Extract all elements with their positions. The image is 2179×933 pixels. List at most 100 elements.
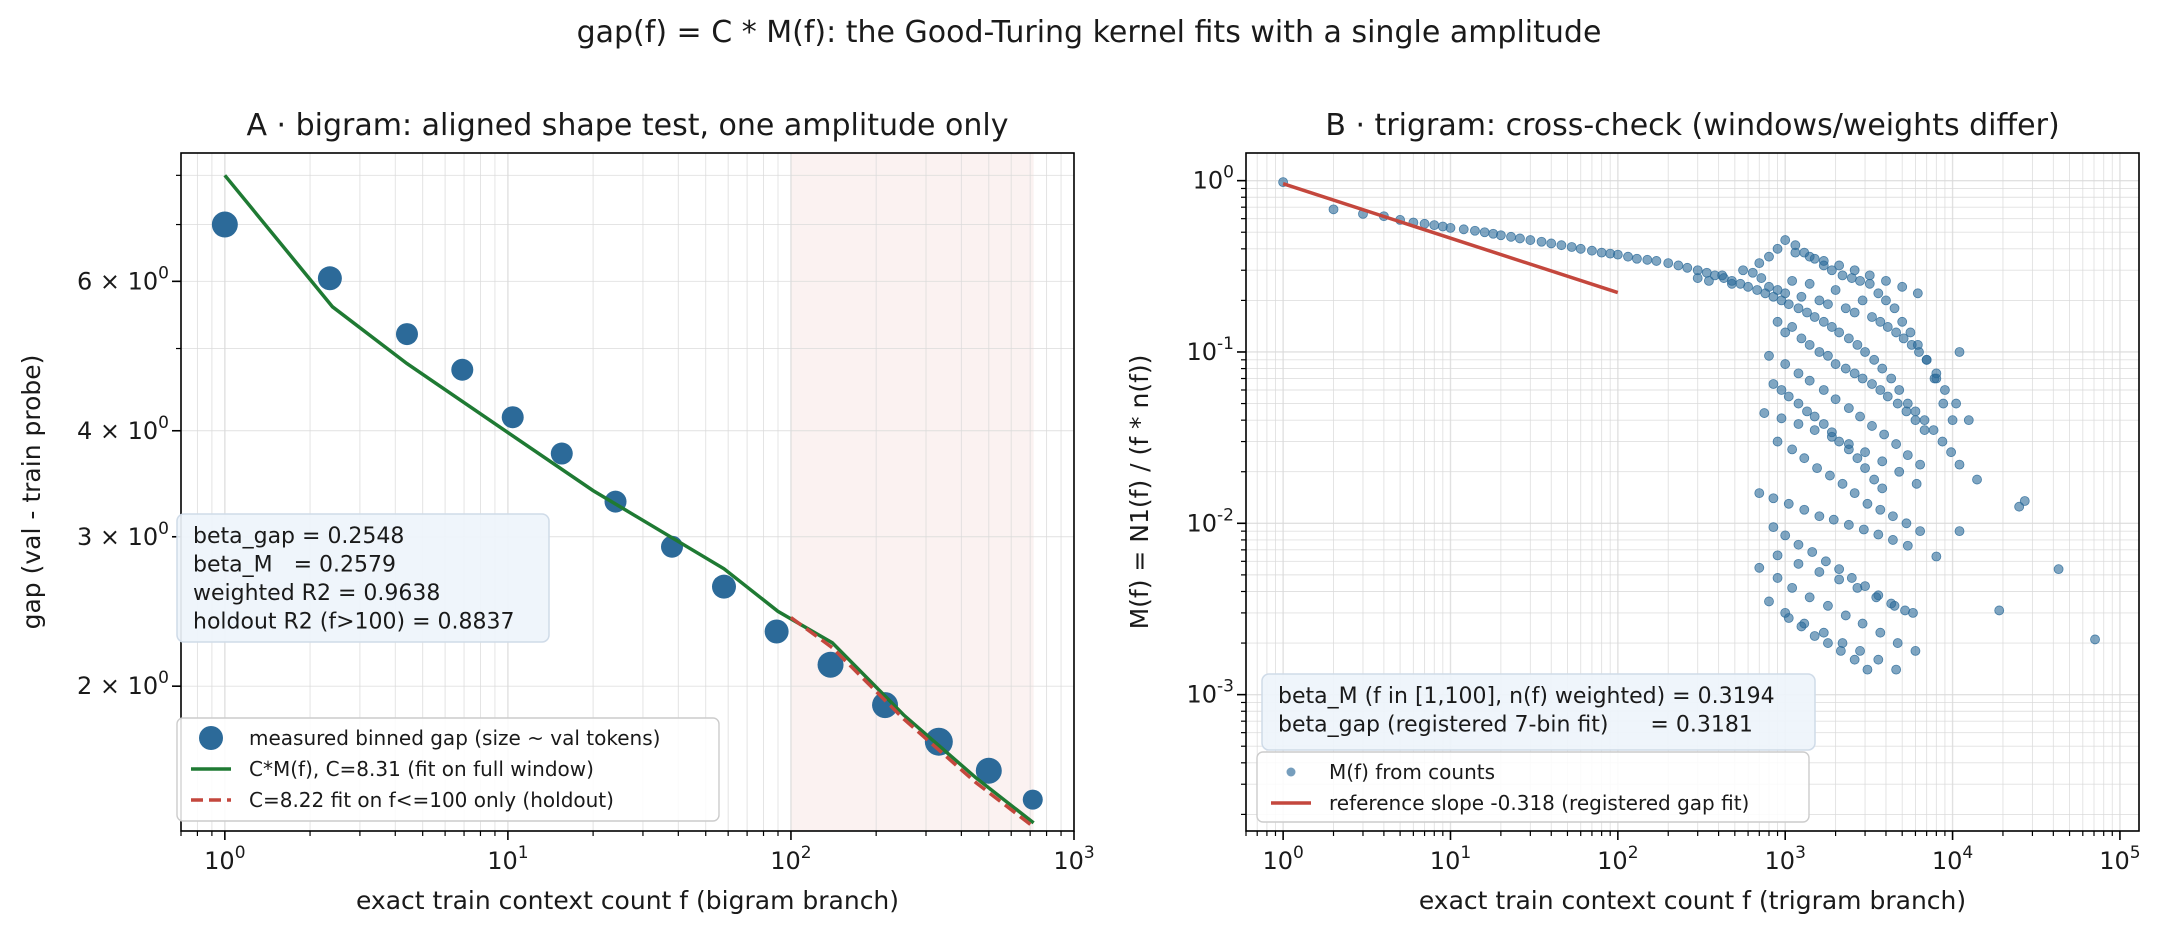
- legend-label: C*M(f), C=8.31 (fit on full window): [249, 757, 594, 781]
- data-point: [711, 574, 736, 599]
- data-point: [1905, 327, 1916, 338]
- data-point: [1717, 270, 1728, 281]
- x-tick-label: 100: [1262, 843, 1303, 875]
- data-point: [1867, 421, 1877, 431]
- y-tick-exp: -1: [1217, 334, 1234, 354]
- data-point: [1830, 359, 1841, 369]
- data-point: [1886, 373, 1897, 384]
- data-point: [1818, 627, 1829, 638]
- data-point: [1857, 373, 1868, 384]
- data-point: [1849, 368, 1860, 379]
- data-point: [1780, 327, 1791, 338]
- data-point: [1902, 540, 1913, 551]
- y-tick-label: 10-3: [1187, 677, 1235, 709]
- data-point: [1814, 567, 1825, 577]
- data-point: [1852, 453, 1863, 464]
- data-point: [1852, 582, 1863, 593]
- y-tick-mant: 3 ×: [77, 523, 128, 551]
- axes-frame: [1245, 152, 2140, 832]
- data-point: [1826, 322, 1837, 332]
- holdout-fit-line: [789, 616, 1035, 829]
- data-point: [1820, 556, 1831, 567]
- data-point: [1852, 339, 1863, 350]
- data-point: [1919, 425, 1930, 435]
- stats-box-bg: [176, 513, 550, 643]
- data-point: [1834, 436, 1845, 447]
- legend-label: C=8.22 fit on f<=100 only (holdout): [249, 788, 614, 812]
- data-point: [1799, 453, 1810, 464]
- y-tick-base: 10: [128, 523, 159, 551]
- data-point: [211, 211, 238, 238]
- data-point: [1897, 281, 1908, 292]
- x-tick-label: 103: [1765, 843, 1806, 875]
- data-point: [1892, 638, 1903, 648]
- y-tick-mant: 4 ×: [77, 417, 128, 445]
- x-tick-base: 10: [487, 847, 518, 875]
- data-point: [1887, 535, 1898, 545]
- data-point: [1536, 236, 1547, 247]
- data-point: [2014, 501, 2025, 512]
- data-point: [1823, 600, 1833, 611]
- y-tick-base: 10: [1187, 338, 1218, 366]
- y-tick-base: 10: [128, 267, 159, 295]
- y-tick-exp: 0: [158, 263, 169, 283]
- data-point: [1776, 413, 1787, 424]
- stats-box-bg: [1261, 673, 1816, 751]
- data-point: [1525, 235, 1536, 245]
- data-point: [1954, 526, 1965, 537]
- data-point: [1869, 474, 1880, 485]
- x-tick-exp: 5: [2130, 843, 2141, 863]
- data-point: [1673, 260, 1684, 271]
- y-axis-label: M(f) = N1(f) / (f * n(f)): [1125, 355, 1154, 630]
- data-point: [1855, 411, 1865, 422]
- data-point: [1860, 447, 1870, 458]
- x-tick-label: 101: [1430, 843, 1471, 875]
- data-point: [1891, 439, 1902, 449]
- data-point: [1849, 265, 1860, 276]
- data-point: [1910, 406, 1921, 417]
- x-tick-base: 10: [1765, 847, 1796, 875]
- data-point: [1837, 270, 1848, 281]
- data-point: [1835, 646, 1846, 656]
- data-point: [1818, 256, 1829, 266]
- data-point: [1901, 518, 1912, 529]
- data-point: [1954, 459, 1965, 470]
- data-point: [1843, 439, 1854, 449]
- y-tick-label: 6 × 100: [77, 263, 169, 295]
- data-point: [1875, 627, 1886, 638]
- data-point: [1825, 470, 1835, 481]
- y-tick-mant: 2 ×: [77, 672, 128, 700]
- data-point: [1849, 488, 1860, 499]
- data-point: [317, 266, 342, 291]
- data-point: [1840, 610, 1851, 621]
- data-point: [1864, 270, 1875, 281]
- data-point: [1921, 354, 1932, 365]
- data-point: [1879, 429, 1890, 440]
- y-tick-exp: 0: [158, 519, 169, 539]
- x-tick-base: 10: [204, 847, 235, 875]
- data-point: [1873, 529, 1884, 540]
- stats-line: beta_gap (registered 7-bin fit) = 0.3181: [1278, 713, 1753, 738]
- data-point: [1556, 240, 1567, 251]
- data-point: [1790, 247, 1801, 258]
- data-point: [1867, 379, 1877, 389]
- data-point: [1802, 307, 1812, 318]
- data-point: [1787, 444, 1798, 455]
- data-point: [1772, 316, 1783, 327]
- legend: measured binned gap (size ~ val tokens) C…: [176, 717, 720, 822]
- data-point: [1793, 368, 1804, 379]
- data-point: [1855, 646, 1865, 656]
- data-point: [764, 619, 789, 644]
- legend-marker: [199, 726, 223, 750]
- legend-label: M(f) from counts: [1329, 760, 1495, 784]
- data-point: [1754, 258, 1765, 269]
- data-point: [1780, 288, 1791, 299]
- data-point: [1873, 288, 1884, 299]
- data-point: [1951, 398, 1962, 409]
- data-point: [1855, 275, 1865, 286]
- data-point: [1772, 573, 1783, 583]
- data-point: [1889, 303, 1900, 314]
- data-point: [1837, 638, 1848, 648]
- data-point: [1843, 333, 1854, 344]
- data-point: [1823, 299, 1833, 310]
